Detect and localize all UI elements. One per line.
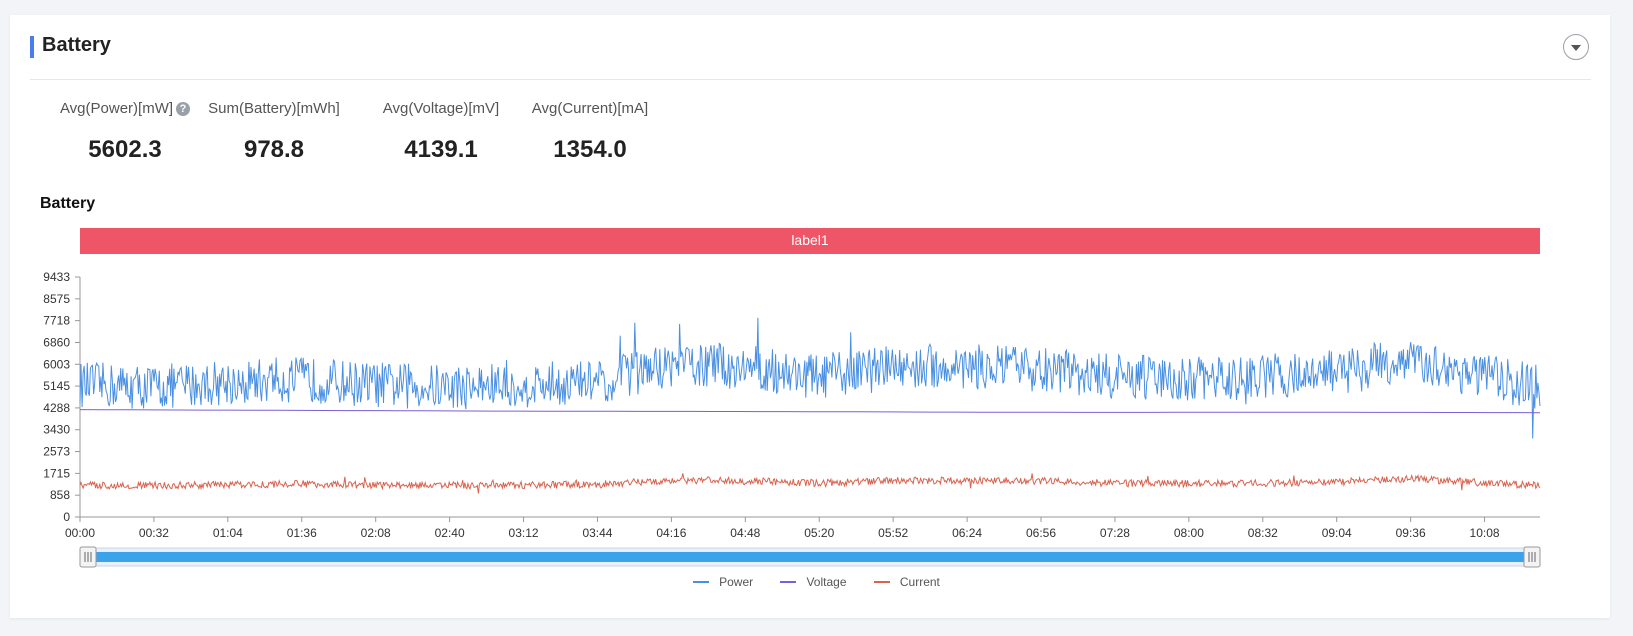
metric-avg-current: Avg(Current)[mA] 1354.0 xyxy=(505,100,675,164)
x-tick-label: 06:24 xyxy=(952,526,982,540)
battery-chart: label1 0 858 1715 2573 3430 4288 5145 6003 6860 77… xyxy=(43,228,1541,568)
x-tick-label: 04:48 xyxy=(730,526,760,540)
series-line-power xyxy=(79,317,1541,439)
metric-label: Sum(Battery)[mWh] xyxy=(208,100,340,117)
series-line-voltage xyxy=(79,409,1541,414)
title-accent-bar xyxy=(30,36,34,58)
metric-avg-power: Avg(Power)[mW]? 5602.3 xyxy=(40,100,210,164)
x-tick-label: 02:08 xyxy=(361,526,391,540)
metric-label: Avg(Power)[mW] xyxy=(59,100,174,117)
x-tick-label: 09:04 xyxy=(1322,526,1352,540)
metric-sum-battery: Sum(Battery)[mWh] 978.8 xyxy=(189,100,359,164)
label-band-text: label1 xyxy=(791,232,829,248)
caret-down-icon xyxy=(1571,45,1581,51)
x-tick-label: 03:12 xyxy=(509,526,539,540)
y-tick-label: 9433 xyxy=(43,270,70,284)
legend-swatch xyxy=(873,581,890,583)
metric-value: 978.8 xyxy=(243,136,305,163)
label-band xyxy=(80,228,1540,254)
y-tick-label: 0 xyxy=(63,510,70,524)
y-tick-label: 1715 xyxy=(43,466,70,480)
metric-value: 1354.0 xyxy=(553,136,627,163)
y-tick-label: 4288 xyxy=(43,401,70,415)
metric-label: Avg(Current)[mA] xyxy=(531,100,649,117)
x-tick-label: 04:16 xyxy=(656,526,686,540)
collapse-button[interactable] xyxy=(1563,34,1589,60)
legend-item-current[interactable]: Current xyxy=(873,575,940,589)
header-divider xyxy=(30,79,1591,80)
x-tick-label: 05:20 xyxy=(804,526,834,540)
metric-avg-voltage: Avg(Voltage)[mV] 4139.1 xyxy=(356,100,526,164)
x-tick-label: 09:36 xyxy=(1396,526,1426,540)
range-slider-selection xyxy=(88,552,1532,562)
legend-label: Current xyxy=(899,575,940,589)
y-tick-label: 6860 xyxy=(43,335,70,349)
legend-item-voltage[interactable]: Voltage xyxy=(780,575,847,589)
legend-item-power[interactable]: Power xyxy=(693,575,753,589)
y-tick-label: 8575 xyxy=(43,292,70,306)
chart-legend: Power Voltage Current xyxy=(0,572,1633,589)
series-line-current xyxy=(79,473,1541,494)
y-tick-label: 3430 xyxy=(43,423,70,437)
x-tick-label: 06:56 xyxy=(1026,526,1056,540)
x-tick-label: 01:36 xyxy=(287,526,317,540)
x-tick-label: 08:32 xyxy=(1248,526,1278,540)
legend-swatch xyxy=(780,581,797,583)
legend-label: Power xyxy=(719,575,754,589)
x-tick-label: 00:32 xyxy=(139,526,169,540)
chart-title: Battery xyxy=(40,195,96,212)
metric-value: 4139.1 xyxy=(404,136,478,163)
question-circle-icon[interactable]: ? xyxy=(176,102,191,116)
x-tick-label: 07:28 xyxy=(1100,526,1130,540)
y-tick-label: 5145 xyxy=(43,379,70,393)
x-tick-label: 10:08 xyxy=(1470,526,1500,540)
y-tick-label: 6003 xyxy=(43,357,70,371)
y-tick-label: 2573 xyxy=(43,445,70,459)
y-tick-label: 858 xyxy=(50,488,70,502)
x-tick-label: 03:44 xyxy=(582,526,612,540)
legend-label: Voltage xyxy=(806,575,847,589)
legend-swatch xyxy=(693,581,710,583)
x-tick-label: 00:00 xyxy=(65,526,95,540)
x-tick-label: 02:40 xyxy=(435,526,465,540)
x-tick-label: 01:04 xyxy=(213,526,243,540)
x-tick-label: 05:52 xyxy=(878,526,908,540)
panel-title: Battery xyxy=(42,34,111,56)
metric-label: Avg(Voltage)[mV] xyxy=(382,100,500,117)
metric-value: 5602.3 xyxy=(88,136,162,163)
y-tick-label: 7718 xyxy=(43,314,70,328)
x-tick-label: 08:00 xyxy=(1174,526,1204,540)
